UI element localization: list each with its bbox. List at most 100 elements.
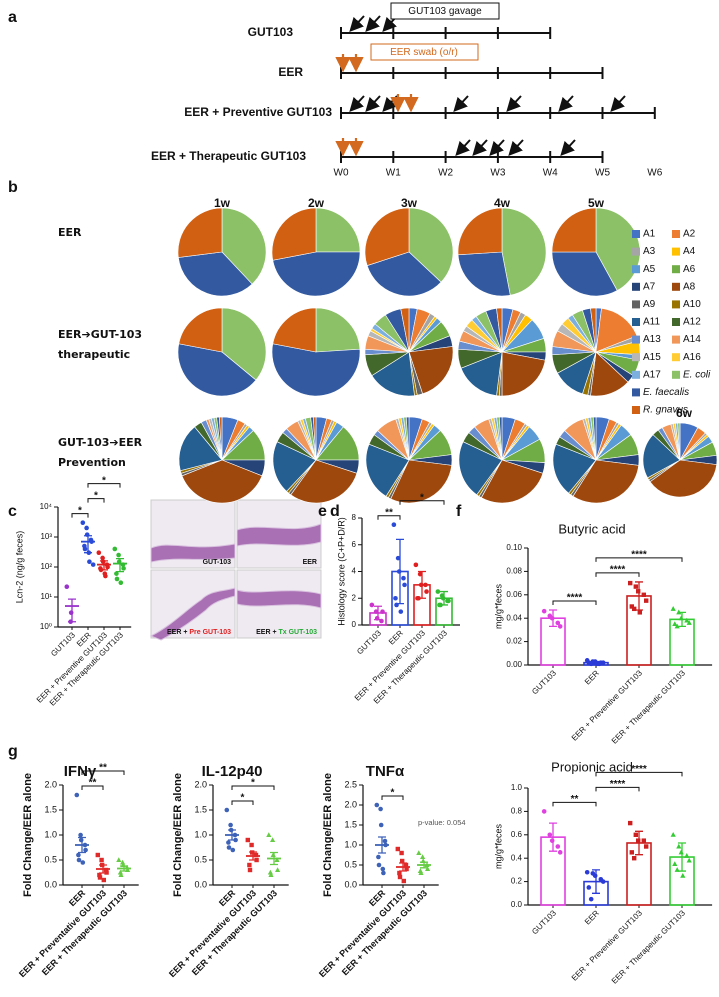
- significance-bracket: [552, 801, 597, 807]
- data-point: [103, 573, 108, 579]
- significance-label: *: [420, 492, 424, 503]
- data-point: [557, 850, 563, 855]
- column-title: 1w: [214, 196, 231, 210]
- data-point: [90, 562, 96, 567]
- pie-slice: [677, 422, 681, 461]
- error-bar: [249, 851, 257, 861]
- pie-slice: [178, 307, 223, 353]
- pie-slice: [590, 307, 597, 353]
- data-point: [400, 858, 405, 864]
- x-tick-label: EER + Therapeutic GUT103: [610, 668, 688, 746]
- data-point: [418, 870, 424, 875]
- row-label: EER➔GUT-103: [58, 328, 142, 341]
- y-tick-label: 0.08: [506, 567, 522, 576]
- data-point: [420, 854, 426, 859]
- data-point: [641, 838, 646, 843]
- data-point: [633, 584, 638, 589]
- data-point: [395, 555, 401, 561]
- legend-label: A15: [643, 352, 661, 363]
- row-label: EER: [58, 226, 82, 239]
- chart-title: IL-12p40: [202, 763, 263, 780]
- row-label: GUT103: [248, 25, 294, 39]
- y-tick-label: 2.0: [194, 779, 207, 789]
- data-point: [84, 525, 89, 531]
- data-point: [380, 866, 386, 872]
- gavage-arrow: [349, 15, 365, 32]
- legend-label: A3: [643, 246, 656, 257]
- data-point: [592, 873, 598, 879]
- data-point: [382, 838, 388, 844]
- significance-bracket: [381, 795, 404, 800]
- y-tick-label: 1.5: [344, 819, 357, 829]
- data-point: [105, 564, 110, 570]
- legend-swatch: [632, 300, 640, 309]
- error-bar: [678, 611, 686, 628]
- pie-slice: [460, 351, 503, 396]
- y-tick-label: 10⁰: [40, 622, 52, 631]
- legend-label: E. coli: [683, 369, 711, 380]
- data-point: [87, 559, 92, 565]
- data-point: [83, 847, 88, 853]
- chart-title: IFNγ: [64, 763, 97, 780]
- y-tick-label: 0.0: [344, 879, 357, 889]
- x-tick-label: EER + Therapeutic GUT103: [190, 888, 279, 977]
- data-point: [224, 807, 230, 813]
- significance-label: ****: [631, 764, 647, 775]
- data-point: [381, 870, 386, 876]
- x-tick-label: EER: [387, 628, 405, 646]
- pie-slice: [365, 443, 410, 497]
- pie-slice: [498, 416, 503, 461]
- row-label: EER + Therapeutic GUT103: [151, 149, 306, 163]
- legend-swatch: [632, 388, 640, 397]
- pie-slice: [181, 459, 263, 504]
- x-tick-label: EER + Preventative GUT103: [17, 888, 108, 979]
- error-bar: [418, 570, 426, 599]
- significance-label: **: [89, 778, 97, 789]
- pie-slice: [315, 307, 361, 353]
- y-tick-label: 0.02: [506, 637, 522, 646]
- data-point: [376, 854, 381, 860]
- data-point: [676, 843, 682, 849]
- y-tick-label: 0.6: [511, 830, 523, 839]
- significance-label: ****: [610, 565, 626, 576]
- legend-swatch: [632, 247, 640, 256]
- y-tick-label: 2.0: [44, 779, 57, 789]
- row-label: Prevention: [58, 456, 126, 469]
- y-tick-label: 10⁴: [40, 502, 53, 511]
- pie-slice: [480, 459, 544, 504]
- pie-slice: [501, 351, 546, 397]
- significance-label: **: [385, 507, 393, 518]
- column-title: 4w: [494, 196, 511, 210]
- column-title: 5w: [588, 196, 605, 210]
- pie-slice: [315, 207, 361, 253]
- error-bar: [592, 660, 600, 665]
- x-tick-label: EER + Therapeutic GUT103: [40, 888, 129, 977]
- data-point: [99, 857, 104, 863]
- significance-label: *: [94, 490, 98, 501]
- pie-slice: [177, 343, 257, 397]
- error-bar: [378, 836, 386, 854]
- legend-label: A2: [683, 229, 696, 240]
- significance-bracket: [81, 770, 125, 775]
- data-point: [401, 575, 406, 581]
- data-point: [403, 862, 409, 868]
- data-point: [678, 615, 684, 621]
- x-tick-label: EER + Preventative GUT103: [167, 888, 258, 979]
- data-point: [628, 580, 633, 586]
- y-tick-label: 8: [352, 513, 357, 522]
- pie-slice: [457, 207, 503, 256]
- data-point: [96, 550, 102, 555]
- week-label: W0: [334, 168, 349, 179]
- significance-label: *: [251, 778, 255, 789]
- data-point: [632, 606, 637, 612]
- gavage-arrow: [453, 95, 469, 112]
- y-tick-label: 10¹: [40, 592, 52, 601]
- data-point: [636, 589, 641, 594]
- significance-label: **: [571, 794, 579, 805]
- pie-slice: [552, 443, 597, 494]
- data-point: [267, 869, 273, 875]
- legend-swatch: [672, 247, 680, 256]
- y-tick-label: 0.2: [511, 877, 523, 886]
- legend-swatch: [632, 230, 640, 238]
- data-point: [226, 840, 231, 845]
